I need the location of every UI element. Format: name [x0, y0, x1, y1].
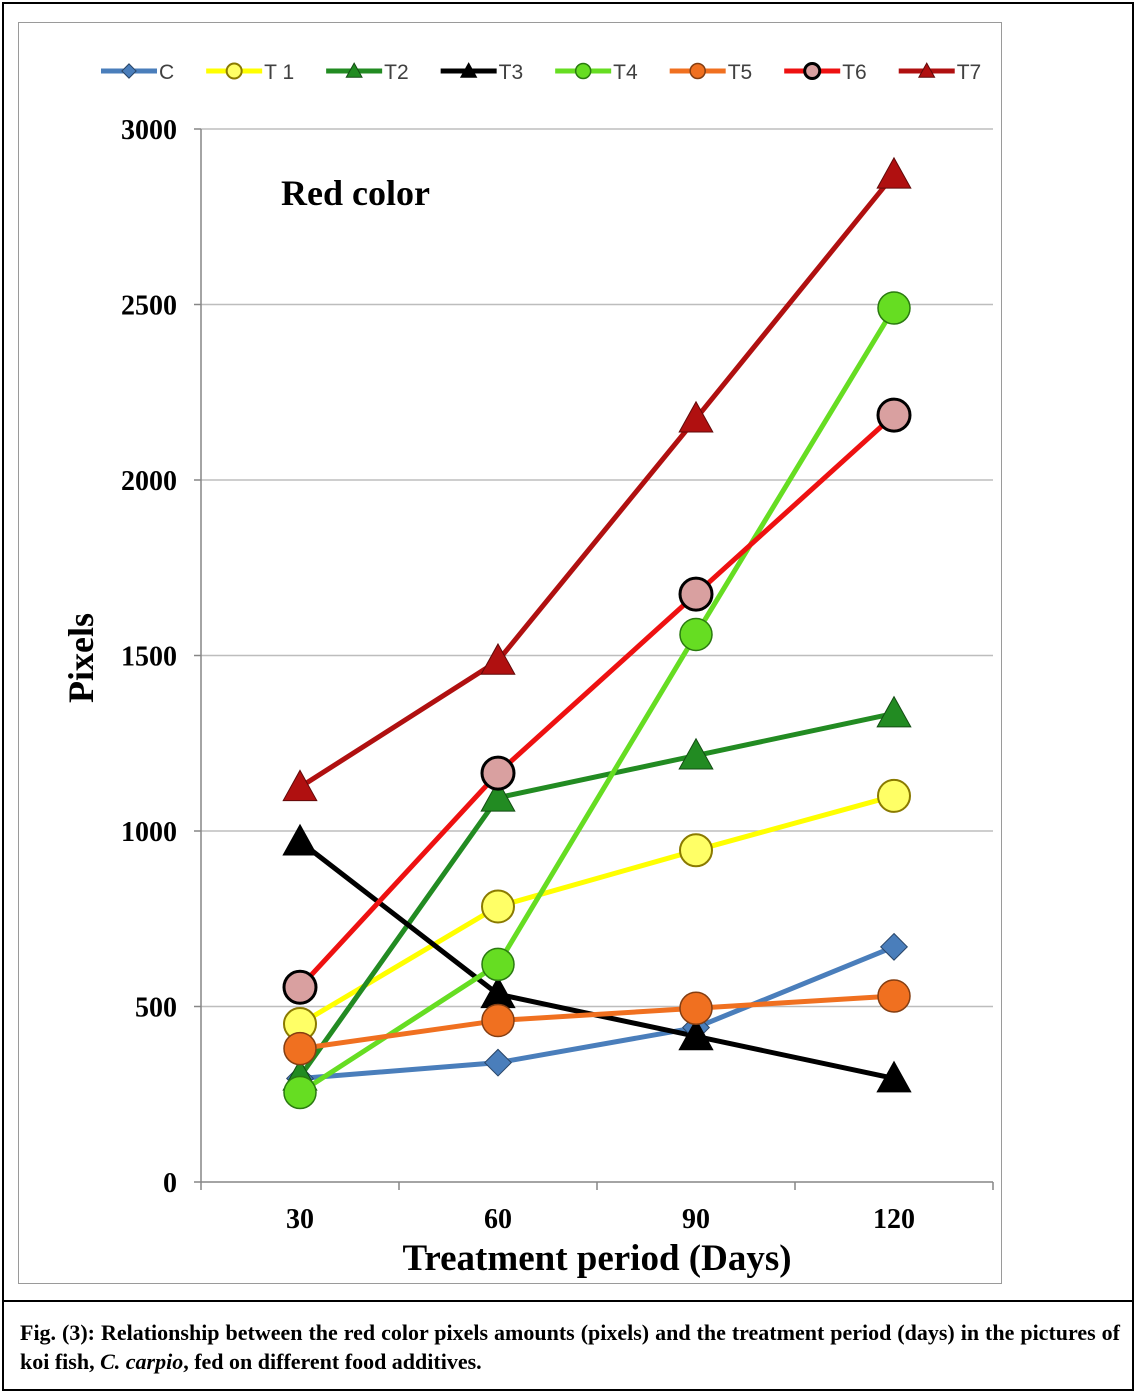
x-axis-label: Treatment period (Days) [402, 1238, 791, 1279]
legend-marker-t5 [689, 62, 706, 80]
x-tick-label: 90 [682, 1204, 710, 1235]
data-point-t2 [678, 737, 714, 770]
legend-label-t2: T2 [384, 61, 409, 84]
legend-marker-t2 [345, 62, 363, 78]
y-tick-label: 500 [135, 993, 177, 1024]
axes [194, 128, 994, 1190]
legend-marker-t3 [459, 62, 478, 78]
legend-label-t7: T7 [957, 61, 982, 84]
legend-label-t6: T6 [842, 61, 867, 84]
caption-species: C. carpio [100, 1349, 184, 1374]
y-tick-label: 2500 [121, 291, 177, 322]
legend: C T 1 T2 T3 T4 T5 T6 T7 [101, 61, 981, 84]
legend-marker-t4 [574, 62, 592, 80]
data-point-t6 [480, 755, 516, 791]
data-point-t5 [283, 1031, 317, 1066]
caption-tail: , fed on different food additives. [183, 1349, 482, 1374]
data-point-t4 [481, 947, 515, 982]
data-point-t5 [481, 1003, 515, 1038]
legend-label-c: C [159, 61, 174, 84]
caption-lead: Fig. (3): Relationship between the red c… [20, 1320, 1120, 1374]
legend-marker-t1 [225, 62, 243, 80]
chart-title: Red color [281, 173, 430, 213]
x-tick-label: 30 [286, 1204, 314, 1235]
legend-marker-t6 [803, 62, 822, 80]
series-line-t4 [298, 306, 897, 1095]
data-point-t5 [679, 991, 713, 1026]
series-line-t7 [298, 173, 896, 790]
line-chart: 0 500 1000 1500 2000 2500 3000 30 60 90 120 C T 1 T… [61, 61, 994, 1279]
series-line-c [299, 944, 895, 1081]
data-point-t6 [876, 397, 912, 433]
y-tick-label: 1500 [121, 642, 177, 673]
legend-label-t5: T5 [728, 61, 753, 84]
y-tick-label: 1000 [121, 817, 177, 848]
grid-lines [201, 128, 993, 1008]
data-point-t7 [678, 400, 714, 433]
series-lines [297, 173, 897, 1095]
series-line-t2 [297, 710, 895, 1079]
legend-label-t1: T 1 [264, 61, 294, 84]
series-line-t5 [299, 993, 895, 1052]
data-point-t4 [679, 617, 713, 652]
data-point-c [879, 932, 909, 961]
caption-divider [2, 1300, 1134, 1302]
legend-marker-c [121, 63, 137, 79]
data-point-t3 [678, 1018, 714, 1051]
data-point-t1 [679, 833, 713, 868]
y-tick-label: 3000 [121, 115, 177, 146]
data-point-t1 [481, 889, 515, 924]
legend-label-t3: T3 [499, 61, 524, 84]
data-point-t7 [480, 642, 516, 675]
data-point-t3 [480, 976, 516, 1009]
y-tick-label: 2000 [121, 466, 177, 497]
legend-label-t4: T4 [613, 61, 638, 84]
data-point-t7 [282, 769, 318, 802]
data-point-t3 [876, 1060, 912, 1093]
chart-area: 0 500 1000 1500 2000 2500 3000 30 60 90 120 C T 1 T… [18, 22, 1002, 1284]
x-tick-labels: 30 60 90 120 [286, 1204, 915, 1235]
data-point-t6 [282, 969, 318, 1005]
y-tick-labels: 0 500 1000 1500 2000 2500 3000 [121, 115, 177, 1199]
data-point-t6 [678, 576, 714, 612]
x-tick-label: 60 [484, 1204, 512, 1235]
data-point-c [483, 1048, 513, 1077]
figure-caption: Fig. (3): Relationship between the red c… [20, 1318, 1120, 1376]
legend-marker-t7 [917, 62, 936, 78]
x-tick-label: 120 [873, 1204, 915, 1235]
y-axis-label: Pixels [61, 613, 101, 703]
data-point-t2 [876, 695, 912, 728]
series-markers [282, 156, 912, 1110]
data-point-t1 [877, 778, 911, 813]
data-point-t4 [283, 1075, 317, 1110]
series-line-t1 [298, 793, 895, 1027]
data-point-t5 [877, 979, 911, 1013]
y-tick-label: 0 [163, 1168, 177, 1199]
data-point-t2 [480, 779, 516, 812]
series-line-t6 [298, 413, 896, 989]
data-point-t7 [876, 156, 912, 189]
data-point-t4 [877, 291, 911, 325]
data-point-t3 [282, 823, 318, 856]
